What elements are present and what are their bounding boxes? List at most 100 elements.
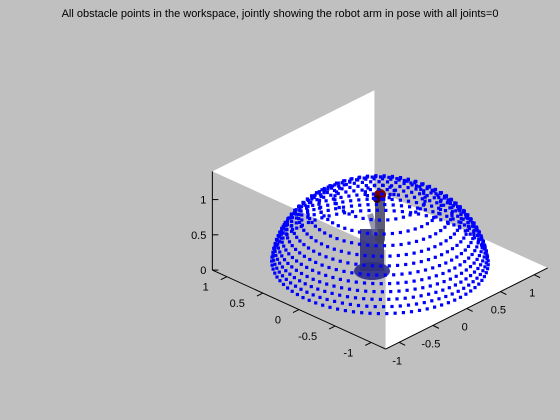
obstacle-point [379,175,383,179]
obstacle-point [366,186,370,190]
obstacle-point [370,297,374,301]
obstacle-point [379,264,383,268]
obstacle-point [326,245,330,249]
obstacle-point [419,260,423,264]
obstacle-point [421,237,426,241]
obstacle-point [350,228,354,232]
obstacle-point [295,226,299,230]
obstacle-point [482,255,486,259]
obstacle-point [300,218,304,222]
obstacle-point [479,263,483,267]
x-tick [466,308,473,312]
obstacle-point [348,302,352,306]
obstacle-point [443,194,447,198]
obstacle-point [301,296,305,300]
obstacle-point [479,234,483,238]
obstacle-point [380,192,384,196]
obstacle-point [322,186,326,191]
obstacle-point [459,220,463,225]
obstacle-point [298,220,302,225]
obstacle-point [434,192,438,196]
obstacle-point [400,210,404,214]
obstacle-point [477,237,481,241]
obstacle-point [286,286,290,290]
obstacle-point [289,281,293,285]
obstacle-point [351,310,356,314]
obstacle-point [362,263,366,267]
obstacle-point [430,299,434,303]
obstacle-point [403,296,407,300]
obstacle-point [474,225,478,229]
obstacle-point [483,247,487,251]
obstacle-point [472,270,477,274]
obstacle-point [439,242,443,246]
obstacle-point [446,198,450,202]
obstacle-point [333,299,337,303]
obstacle-point [273,271,277,275]
obstacle-point [471,280,475,284]
obstacle-point [437,264,442,268]
obstacle-point [299,205,304,209]
obstacle-point [307,201,311,205]
obstacle-point [275,275,279,279]
obstacle-point [297,213,301,217]
obstacle-point [484,271,488,275]
obstacle-point [331,184,335,188]
obstacle-point [276,246,280,250]
obstacle-point [466,224,470,228]
obstacle-point [317,190,321,194]
obstacle-point [416,206,420,210]
obstacle-point [290,255,294,260]
obstacle-point [326,217,330,222]
obstacle-point [331,275,335,280]
obstacle-point [450,247,455,251]
obstacle-point [408,205,412,209]
obstacle-point [334,268,338,272]
obstacle-point [363,253,367,258]
obstacle-point [325,282,329,286]
obstacle-point [467,226,471,230]
obstacle-point [310,194,314,198]
obstacle-point [295,259,299,263]
obstacle-point [413,179,417,183]
obstacle-point [320,263,324,267]
obstacle-point [449,197,453,201]
obstacle-point [323,231,327,235]
obstacle-point [278,279,282,283]
obstacle-point [281,231,285,235]
obstacle-point [369,218,373,222]
obstacle-point [402,178,406,183]
obstacle-point [275,266,279,270]
obstacle-point [311,268,315,272]
obstacle-point [350,271,354,275]
obstacle-point [435,201,439,205]
obstacle-point [322,191,326,195]
obstacle-point [485,253,489,257]
obstacle-point [320,188,324,192]
obstacle-point [440,253,444,257]
obstacle-point [450,214,454,218]
obstacle-point [313,218,317,222]
obstacle-point [471,237,475,241]
obstacle-point [365,231,370,235]
obstacle-point [464,232,468,236]
obstacle-point [430,218,434,223]
obstacle-point [355,193,359,197]
obstacle-point [289,212,294,216]
obstacle-point [450,292,454,296]
obstacle-point [477,254,481,258]
obstacle-point [363,190,367,194]
obstacle-point [313,193,317,197]
obstacle-point [327,214,331,218]
obstacle-point [442,203,446,207]
obstacle-point [449,235,453,240]
obstacle-point [380,290,384,294]
obstacle-point [277,270,281,274]
obstacle-point [348,180,352,184]
obstacle-point [295,292,299,297]
obstacle-point [362,176,366,180]
obstacle-point [453,266,457,270]
obstacle-point [297,217,301,221]
obstacle-point [280,274,285,278]
obstacle-point [280,228,284,232]
